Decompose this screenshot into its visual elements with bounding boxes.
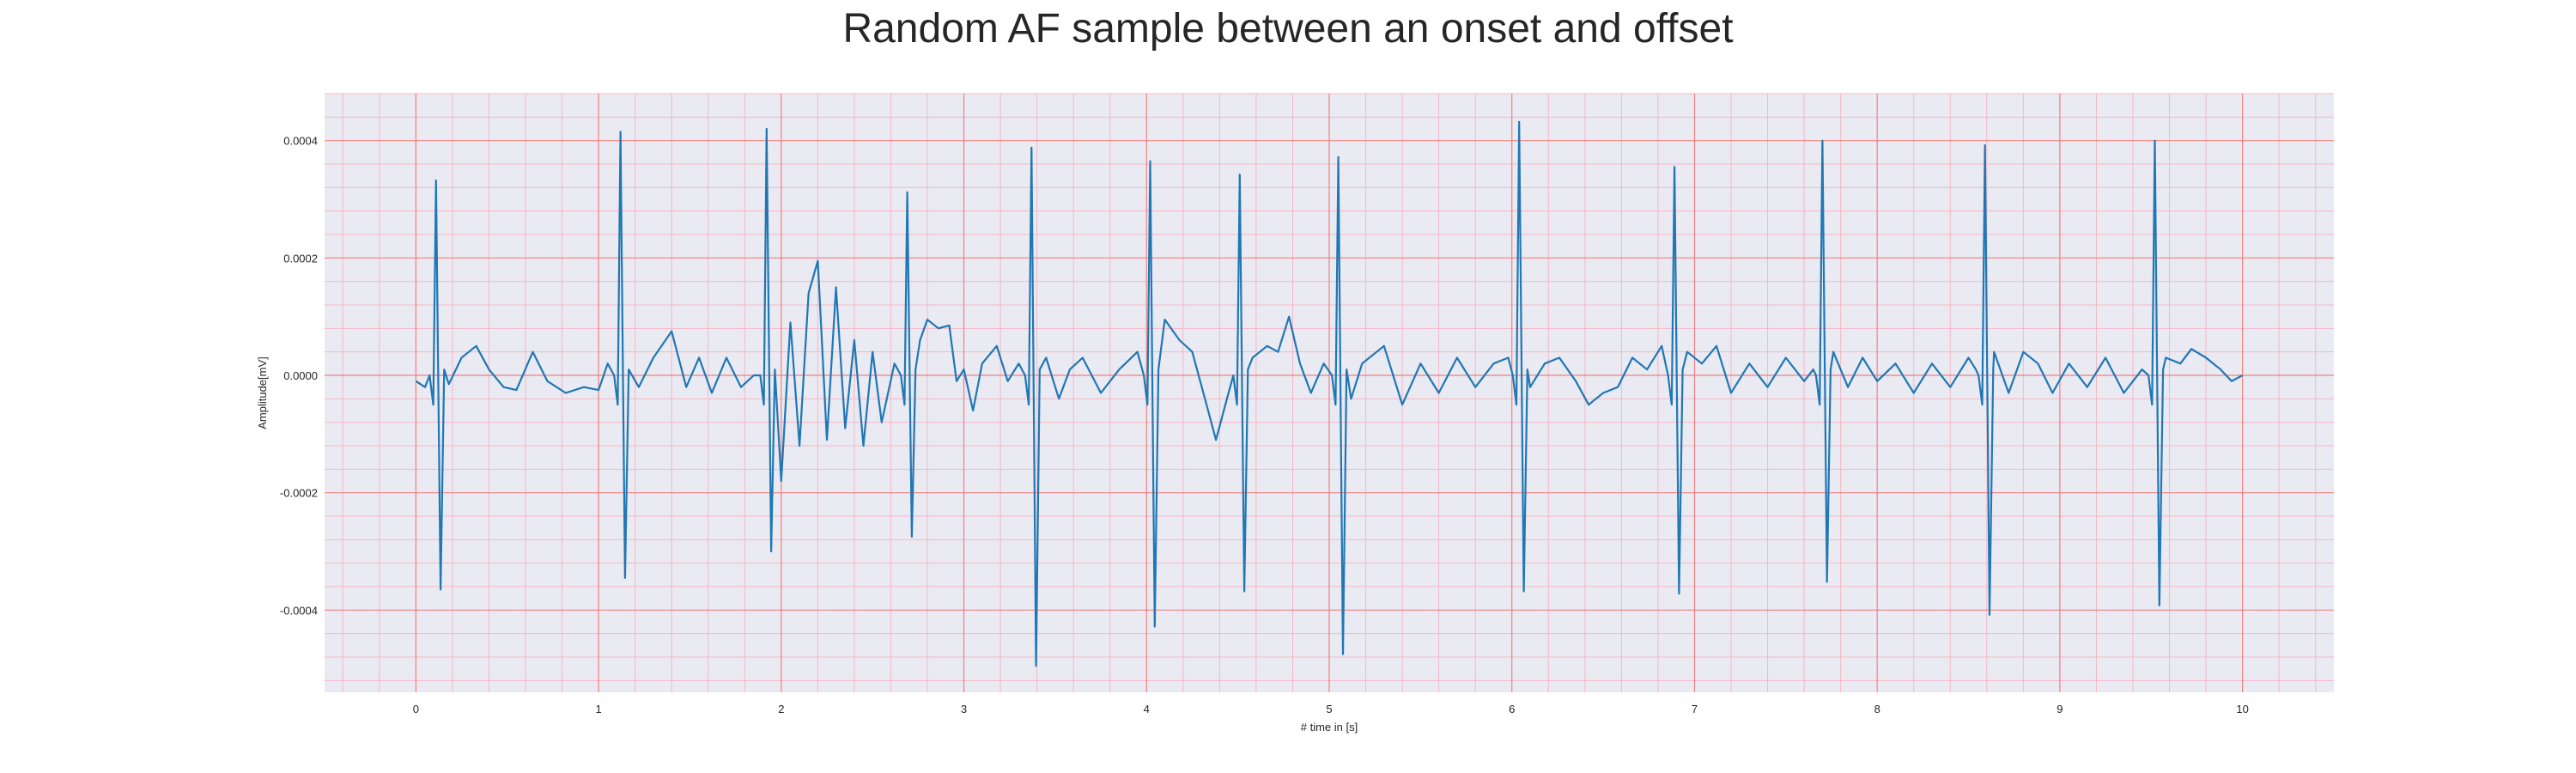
major-grid: [325, 94, 2334, 692]
x-tick-label: 1: [595, 703, 601, 715]
series-group: [415, 120, 2244, 667]
x-tick-label: 4: [1144, 703, 1150, 715]
y-tick-label: -0.0002: [280, 487, 318, 500]
y-tick-label: 0.0000: [283, 369, 318, 382]
x-tick-label: 10: [2236, 703, 2248, 715]
x-axis-label: # time in [s]: [1301, 721, 1358, 733]
x-tick-labels: 0 1 2 3 4 5 6 7 8 9 10: [413, 703, 2249, 715]
x-tick-label: 7: [1692, 703, 1698, 715]
ecg-series-line: [415, 120, 2244, 667]
y-tick-label: -0.0004: [280, 604, 318, 617]
x-tick-label: 6: [1509, 703, 1515, 715]
y-tick-label: 0.0004: [283, 135, 318, 148]
chart-title: Random AF sample between an onset and of…: [842, 6, 1734, 52]
x-tick-label: 0: [413, 703, 419, 715]
y-axis-label: Amplitude[mV]: [256, 356, 269, 429]
y-tick-label: 0.0002: [283, 252, 318, 265]
y-tick-labels: 0.0004 0.0002 0.0000 -0.0002 -0.0004: [280, 135, 318, 618]
x-tick-label: 3: [961, 703, 967, 715]
x-tick-label: 5: [1326, 703, 1332, 715]
x-tick-label: 9: [2057, 703, 2063, 715]
x-tick-label: 8: [1874, 703, 1880, 715]
x-tick-label: 2: [778, 703, 784, 715]
